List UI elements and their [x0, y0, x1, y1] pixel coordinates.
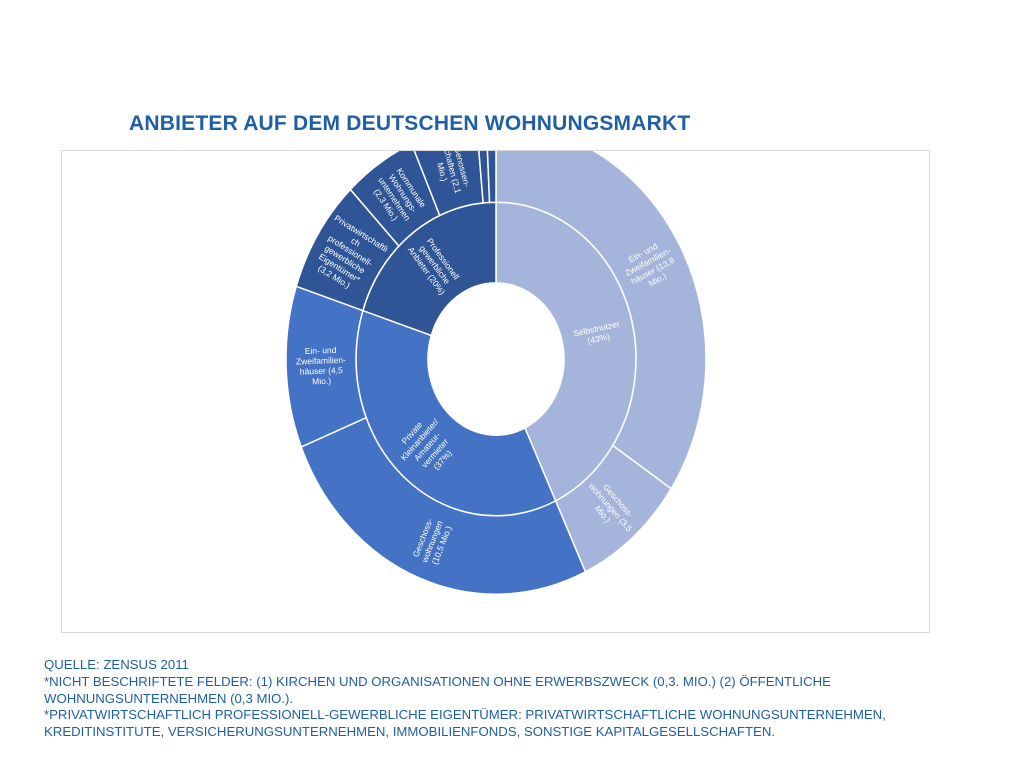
footnote-private-owners: *PRIVATWIRTSCHAFTLICH PROFESSIONELL-GEWE… — [44, 707, 886, 723]
segment-selbstnutzer-efh — [495, 151, 707, 490]
segment-kirchen — [486, 151, 497, 204]
footnote-private-owners-cont: KREDITINSTITUTE, VERSICHERUNGSUNTERNEHME… — [44, 724, 776, 740]
chart-area: Selbstnutzer(43%) PrivateKleinanbieter/Am… — [61, 150, 930, 633]
segment-private-geschoss — [300, 416, 587, 595]
label-private-efh: Ein- undZweifamilien-häuser (4,5Mio.) — [295, 345, 347, 387]
footnotes: QUELLE: ZENSUS 2011 *NICHT BESCHRIFTETE … — [44, 657, 1004, 741]
footnote-unlabeled-fields: *NICHT BESCHRIFTETE FELDER: (1) KIRCHEN … — [44, 673, 831, 689]
footnote-unlabeled-fields-cont: WOHNUNGSUNTERNEHMEN (0,3 MIO.). — [44, 690, 294, 706]
sunburst-chart: Selbstnutzer(43%)PrivateKleinanbieter/Am… — [285, 151, 707, 595]
source-note: QUELLE: ZENSUS 2011 — [44, 657, 189, 672]
slide-title: ANBIETER AUF DEM DEUTSCHEN WOHNUNGSMARKT — [129, 112, 691, 135]
